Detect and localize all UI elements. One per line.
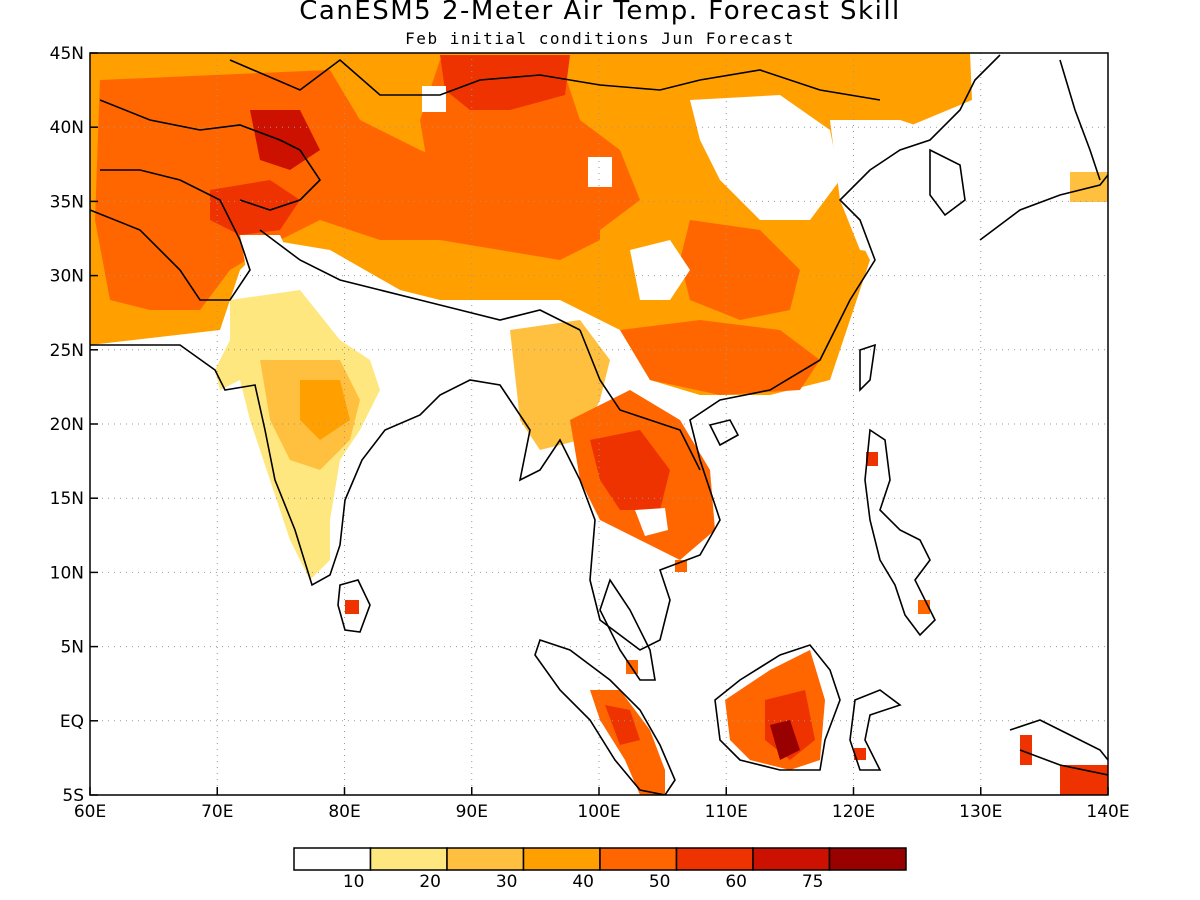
x-tick-label: 110E bbox=[705, 802, 748, 822]
y-tick-label: EQ bbox=[60, 712, 84, 732]
coast-sumatra bbox=[534, 638, 676, 795]
border-china bbox=[229, 58, 881, 101]
skill-gap-northeast bbox=[830, 120, 980, 260]
y-tick-label: 20N bbox=[50, 415, 84, 435]
border-himalaya bbox=[259, 229, 581, 331]
y-tick-label: 30N bbox=[50, 267, 84, 287]
colorbar-swatch bbox=[828, 847, 907, 871]
colorbar-swatch bbox=[752, 847, 831, 871]
border-afghan bbox=[90, 169, 251, 301]
coast-korea bbox=[929, 148, 966, 217]
skill-region-india-core bbox=[300, 380, 350, 440]
y-axis-ticks: 5S EQ 5N 10N 15N 20N 25N 30N 35N 40N 45N bbox=[50, 44, 98, 806]
colorbar-label: 50 bbox=[649, 872, 671, 892]
x-tick-label: 80E bbox=[328, 802, 360, 822]
coast-malaya bbox=[599, 578, 656, 681]
colorbar-label: 20 bbox=[419, 872, 441, 892]
colorbar-swatch bbox=[522, 847, 601, 871]
colorbar-label: 75 bbox=[802, 872, 824, 892]
x-tick-label: 120E bbox=[832, 802, 875, 822]
coast-philippines bbox=[864, 428, 936, 637]
skill-region-east-china bbox=[680, 220, 800, 320]
skill-cell-philippines bbox=[866, 452, 878, 466]
x-tick-label: 100E bbox=[577, 802, 620, 822]
skill-gap-tibet bbox=[630, 240, 690, 300]
coast-hainan bbox=[708, 419, 740, 447]
colorbar: 10 20 30 40 50 60 75 bbox=[293, 847, 907, 892]
colorbar-label: 10 bbox=[343, 872, 365, 892]
y-tick-label: 40N bbox=[50, 118, 84, 138]
skill-region-borneo-peak bbox=[770, 720, 800, 760]
skill-region-north-asia-inner bbox=[95, 70, 600, 310]
y-tick-label: 35N bbox=[50, 192, 84, 212]
skill-region-indochina-core bbox=[590, 430, 670, 510]
coast-india bbox=[90, 54, 1001, 651]
y-tick-label: 25N bbox=[50, 341, 84, 361]
x-tick-label: 70E bbox=[201, 802, 233, 822]
coast-sulawesi bbox=[849, 689, 902, 771]
colorbar-swatch bbox=[293, 847, 372, 871]
coast-srilanka bbox=[337, 579, 371, 633]
y-tick-label: 10N bbox=[50, 563, 84, 583]
skill-region-tibet-core bbox=[440, 55, 570, 110]
chart-title: CanESM5 2-Meter Air Temp. Forecast Skill bbox=[299, 0, 901, 26]
skill-region-south-china bbox=[620, 320, 820, 395]
skill-gap-mongolia bbox=[690, 95, 840, 220]
coast-taiwan bbox=[859, 343, 876, 392]
y-tick-label: 45N bbox=[50, 44, 84, 64]
x-tick-label: 130E bbox=[959, 802, 1002, 822]
coast-newguinea bbox=[1009, 719, 1108, 776]
skill-gap-kashmir bbox=[240, 235, 300, 300]
x-tick-label: 60E bbox=[74, 802, 106, 822]
skill-cell-srilanka bbox=[345, 600, 359, 614]
colorbar-swatch bbox=[675, 847, 754, 871]
skill-cell-newguinea-w bbox=[1020, 735, 1032, 765]
colorbar-swatch bbox=[446, 847, 525, 871]
x-axis-ticks: 60E 70E 80E 90E 100E 110E 120E 130E 140E bbox=[74, 787, 1130, 822]
colorbar-swatch bbox=[369, 847, 448, 871]
colorbar-label: 60 bbox=[725, 872, 747, 892]
skill-gap-cell-1 bbox=[422, 86, 446, 112]
border-central-asia bbox=[99, 99, 322, 211]
y-tick-label: 5N bbox=[60, 638, 84, 658]
skill-shading bbox=[90, 53, 1108, 795]
skill-gap-cell-2 bbox=[588, 157, 612, 187]
x-tick-label: 140E bbox=[1086, 802, 1129, 822]
skill-cell-celebes bbox=[854, 748, 866, 760]
colorbar-swatch bbox=[599, 847, 678, 871]
coast-japan bbox=[979, 59, 1108, 241]
y-tick-label: 5S bbox=[62, 786, 84, 806]
y-tick-label: 15N bbox=[50, 489, 84, 509]
coastlines bbox=[90, 54, 1108, 795]
coast-borneo bbox=[714, 644, 841, 771]
skill-region-pamir bbox=[210, 180, 300, 235]
border-indochina bbox=[579, 329, 701, 471]
chart-subtitle: Feb initial conditions Jun Forecast bbox=[405, 29, 795, 48]
skill-gap-tonle bbox=[635, 508, 668, 536]
colorbar-label: 40 bbox=[572, 872, 594, 892]
skill-region-sumatra-core bbox=[605, 705, 640, 745]
x-tick-label: 90E bbox=[456, 802, 488, 822]
colorbar-label: 30 bbox=[496, 872, 518, 892]
